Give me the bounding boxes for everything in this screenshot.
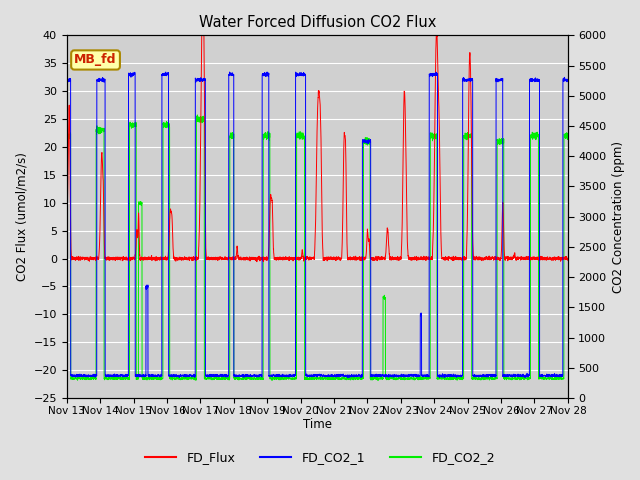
Y-axis label: CO2 Concentration (ppm): CO2 Concentration (ppm) (612, 141, 625, 293)
Y-axis label: CO2 Flux (umol/m2/s): CO2 Flux (umol/m2/s) (15, 152, 28, 281)
Title: Water Forced Diffusion CO2 Flux: Water Forced Diffusion CO2 Flux (198, 15, 436, 30)
Legend: FD_Flux, FD_CO2_1, FD_CO2_2: FD_Flux, FD_CO2_1, FD_CO2_2 (140, 446, 500, 469)
Text: MB_fd: MB_fd (74, 53, 116, 66)
X-axis label: Time: Time (303, 419, 332, 432)
